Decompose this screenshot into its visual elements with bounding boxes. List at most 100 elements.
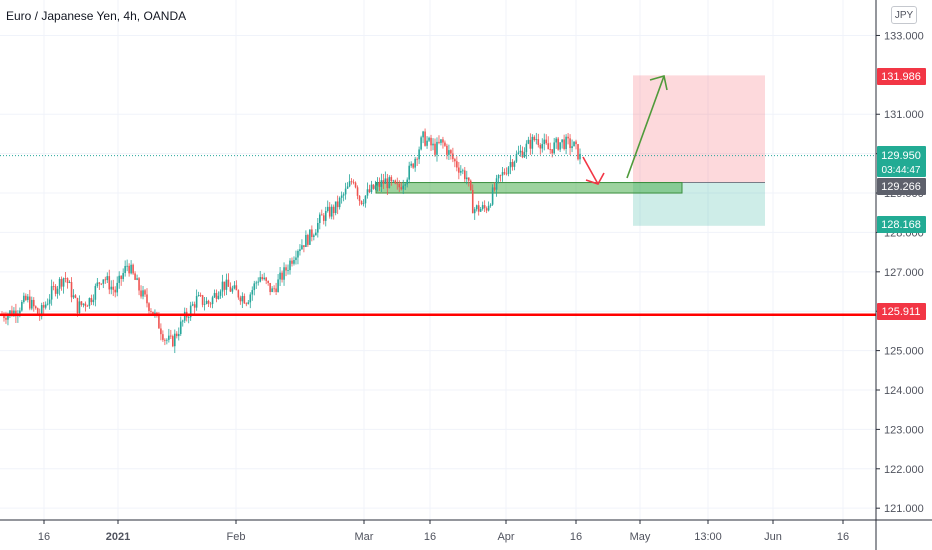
candle-body bbox=[148, 303, 150, 311]
y-tick-label: 122.000 bbox=[884, 464, 924, 476]
candle-body bbox=[211, 297, 214, 305]
candle-body bbox=[525, 143, 528, 153]
x-tick-label: 16 bbox=[570, 531, 582, 543]
candle-body bbox=[307, 234, 309, 245]
candle-body bbox=[404, 184, 407, 186]
candle-body bbox=[251, 290, 254, 295]
candle-body bbox=[144, 290, 146, 295]
y-tick-label: 131.000 bbox=[884, 109, 924, 121]
candle-body bbox=[477, 205, 480, 212]
candle-body bbox=[465, 177, 468, 180]
candle-body bbox=[183, 311, 186, 321]
candle-body bbox=[291, 260, 293, 264]
chart-title: Euro / Japanese Yen, 4h, OANDA bbox=[6, 9, 187, 23]
candle-body bbox=[287, 270, 289, 271]
candle-body bbox=[269, 282, 271, 292]
candle-body bbox=[25, 295, 27, 300]
candle-body bbox=[42, 305, 45, 308]
candle-body bbox=[448, 150, 450, 155]
candle-body bbox=[559, 142, 561, 150]
candle-body bbox=[440, 139, 442, 143]
candle-body bbox=[29, 296, 31, 309]
up-arrow-shaft bbox=[626, 75, 665, 179]
support-price-tag: 125.911 bbox=[877, 303, 926, 320]
candle-body bbox=[501, 172, 504, 176]
y-tick-label: 123.000 bbox=[884, 424, 924, 436]
candlestick-series bbox=[1, 128, 581, 354]
down-arrow-head bbox=[585, 172, 605, 185]
candle-body bbox=[547, 143, 550, 150]
candle-body bbox=[164, 339, 166, 341]
candle-body bbox=[108, 276, 111, 290]
stop-price-tag-text: 128.168 bbox=[881, 219, 921, 231]
candle-body bbox=[283, 267, 285, 280]
candle-body bbox=[110, 286, 113, 290]
candle-body bbox=[396, 183, 399, 185]
current-price-tag: 129.950 03:44:47 bbox=[877, 146, 926, 177]
candle-body bbox=[410, 163, 412, 166]
candle-body bbox=[400, 187, 403, 190]
candle-body bbox=[416, 158, 418, 160]
candle-body bbox=[96, 282, 99, 286]
candle-body bbox=[553, 142, 555, 154]
candle-body bbox=[40, 305, 43, 317]
target-price-tag-bg bbox=[877, 68, 926, 85]
currency-button[interactable]: JPY bbox=[891, 6, 917, 24]
x-tick-label: 16 bbox=[837, 531, 849, 543]
candle-body bbox=[88, 298, 91, 307]
candle-body bbox=[571, 146, 573, 149]
candle-body bbox=[118, 275, 120, 283]
candle-body bbox=[567, 136, 569, 139]
candle-body bbox=[479, 208, 482, 212]
x-tick-label: Mar bbox=[355, 531, 374, 543]
candle-body bbox=[52, 286, 55, 287]
candle-body bbox=[207, 300, 210, 304]
candle-body bbox=[503, 172, 506, 174]
candle-body bbox=[181, 320, 184, 322]
candle-body bbox=[317, 222, 319, 233]
candle-body bbox=[70, 282, 73, 298]
candle-body bbox=[140, 290, 142, 297]
candle-body bbox=[444, 142, 446, 146]
candle-body bbox=[374, 185, 377, 189]
candle-body bbox=[489, 204, 492, 206]
candle-body bbox=[66, 278, 69, 284]
candle-body bbox=[438, 141, 440, 143]
candle-body bbox=[15, 310, 17, 317]
candle-body bbox=[471, 190, 474, 214]
candle-body bbox=[54, 286, 57, 294]
candle-body bbox=[376, 182, 379, 186]
candle-body bbox=[128, 265, 130, 274]
candle-body bbox=[102, 279, 105, 284]
candle-body bbox=[301, 245, 303, 250]
candle-body bbox=[495, 178, 498, 190]
candle-body bbox=[257, 281, 260, 283]
y-tick-label: 124.000 bbox=[884, 385, 924, 397]
candle-body bbox=[289, 260, 291, 271]
projection-arrows bbox=[582, 74, 668, 185]
candle-body bbox=[493, 187, 496, 190]
position-zones bbox=[375, 75, 765, 226]
candle-body bbox=[557, 138, 559, 150]
candle-body bbox=[346, 186, 349, 189]
candle-body bbox=[199, 294, 202, 296]
candle-body bbox=[116, 282, 119, 293]
candle-body bbox=[112, 286, 115, 290]
candle-body bbox=[179, 321, 182, 334]
candle-body bbox=[86, 305, 89, 307]
chart-lines bbox=[0, 155, 876, 316]
candle-body bbox=[491, 187, 494, 205]
x-tick-label: 16 bbox=[424, 531, 436, 543]
candle-body bbox=[356, 187, 359, 196]
candle-body bbox=[577, 144, 579, 160]
candle-body bbox=[84, 303, 87, 306]
candle-body bbox=[158, 314, 160, 329]
candle-body bbox=[56, 288, 59, 294]
candle-body bbox=[104, 279, 107, 281]
candle-body bbox=[463, 170, 466, 180]
candle-body bbox=[297, 251, 299, 258]
entry-price-tag-bg bbox=[877, 178, 926, 195]
candle-body bbox=[402, 185, 405, 190]
candle-body bbox=[98, 282, 101, 284]
